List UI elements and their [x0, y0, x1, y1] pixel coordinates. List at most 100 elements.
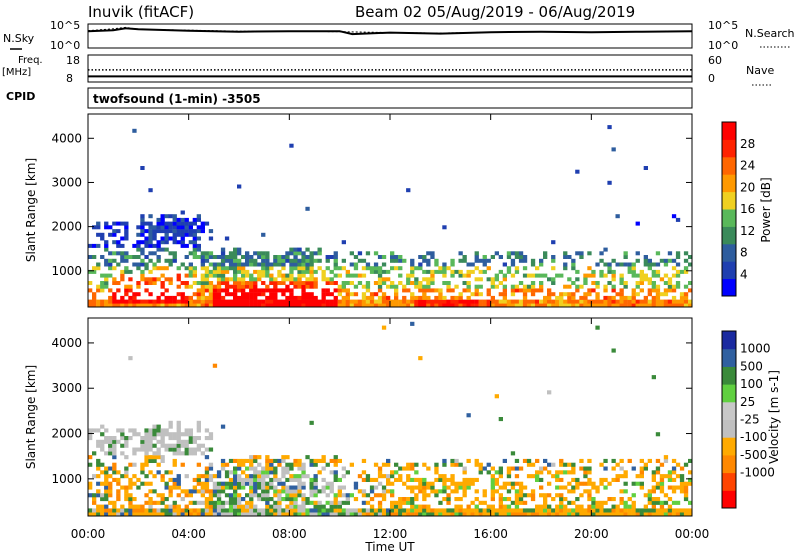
power-cell: [381, 262, 387, 267]
velocity-cell: [176, 432, 181, 437]
power-cell: [309, 266, 314, 271]
power-cell: [313, 269, 318, 274]
power-cell: [381, 255, 387, 259]
velocity-cell: [228, 477, 234, 482]
velocity-cell: [180, 508, 185, 513]
velocity-cell: [100, 447, 105, 452]
power-cell: [261, 303, 266, 308]
velocity-cell: [394, 500, 399, 505]
power-cell: [249, 288, 254, 293]
power-cell: [651, 288, 656, 293]
power-cell: [478, 277, 483, 282]
power-cell: [160, 221, 165, 226]
velocity-cell: [160, 443, 165, 448]
power-cell: [92, 243, 97, 248]
power-cell: [434, 299, 439, 304]
velocity-cell: [128, 497, 133, 502]
power-cell: [233, 281, 238, 285]
velocity-cell: [313, 512, 318, 517]
power-cell: [474, 258, 479, 263]
velocity-cell: [281, 481, 286, 486]
power-cell: [647, 281, 652, 285]
power-cell: [675, 269, 681, 274]
power-cell: [124, 232, 129, 237]
velocity-cell: [361, 470, 367, 475]
power-colorbar-tick: 28: [740, 137, 755, 151]
power-cell: [514, 288, 520, 293]
power-cell: [313, 251, 318, 256]
power-cell: [567, 299, 572, 304]
power-cell: [273, 299, 278, 304]
power-cell: [96, 232, 101, 237]
power-cell: [510, 258, 516, 263]
power-cell: [164, 236, 169, 241]
power-cell: [655, 303, 661, 308]
velocity-cell: [313, 481, 318, 486]
velocity-cell: [667, 485, 673, 490]
velocity-cell: [204, 497, 210, 502]
power-cell: [220, 299, 226, 304]
power-cell: [325, 303, 330, 308]
velocity-cell: [643, 508, 648, 513]
velocity-cell: [281, 458, 286, 463]
velocity-cell: [301, 493, 306, 498]
power-cell: [406, 303, 411, 308]
velocity-cell: [667, 504, 673, 509]
power-cell: [365, 299, 371, 304]
power-cell: [140, 221, 145, 226]
power-cell: [241, 273, 246, 278]
velocity-cell: [180, 489, 185, 494]
velocity-cell: [237, 466, 242, 471]
velocity-cell: [462, 493, 467, 498]
velocity-cell: [434, 512, 439, 517]
power-cell: [112, 221, 117, 226]
power-cell: [104, 284, 109, 289]
velocity-cell: [265, 504, 270, 509]
velocity-cell: [587, 458, 592, 463]
power-cell: [502, 303, 507, 308]
velocity-cell: [341, 466, 346, 471]
velocity-cell: [667, 508, 673, 513]
velocity-cell: [563, 497, 568, 502]
power-cell: [180, 281, 185, 285]
power-cell: [160, 266, 165, 271]
power-cell: [309, 251, 314, 256]
power-cell: [659, 292, 665, 297]
velocity-cell: [160, 436, 165, 441]
power-cell: [518, 299, 524, 304]
power-cell: [156, 240, 161, 245]
velocity-cell: [237, 462, 242, 467]
velocity-cell: [148, 443, 153, 448]
power-cell: [522, 266, 528, 271]
velocity-cell: [410, 462, 415, 467]
power-cell: [160, 217, 165, 222]
power-cell: [241, 277, 246, 282]
power-cell: [591, 299, 596, 304]
velocity-cell: [237, 508, 242, 513]
power-cell: [353, 299, 359, 304]
velocity-cell: [575, 512, 580, 517]
velocity-cell: [293, 504, 298, 509]
power-cell: [530, 273, 536, 278]
power-cell: [430, 269, 435, 274]
power-cell: [200, 292, 205, 297]
power-cell: [462, 299, 467, 304]
power-cell: [100, 303, 105, 308]
nsky-panel-frame: [87, 23, 693, 49]
velocity-cell: [406, 466, 411, 471]
velocity-cell: [144, 443, 149, 448]
power-cell: [639, 269, 644, 274]
power-cell: [265, 288, 270, 293]
velocity-cell: [108, 512, 113, 517]
power-cell: [156, 277, 161, 282]
velocity-cell: [510, 508, 516, 513]
power-cell: [627, 303, 632, 308]
power-cell: [587, 273, 592, 278]
power-cell: [333, 295, 338, 300]
power-cell: [140, 277, 145, 282]
velocity-cell: [333, 458, 338, 463]
velocity-cell: [188, 489, 193, 494]
velocity-colorbar-segment: [722, 366, 736, 385]
velocity-cell: [631, 508, 636, 513]
